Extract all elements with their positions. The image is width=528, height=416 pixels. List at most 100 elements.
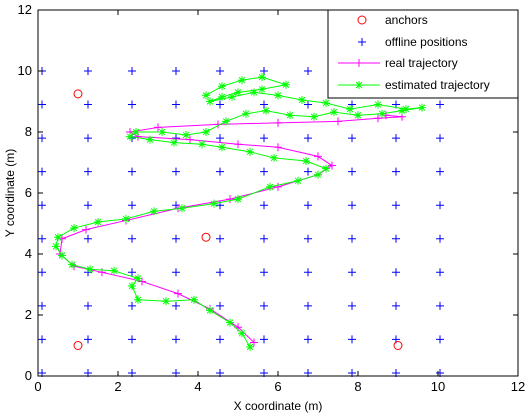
real-trajectory-marker: [274, 182, 282, 191]
offline-position-marker: [128, 335, 136, 344]
offline-position-marker: [128, 268, 136, 277]
estimated-trajectory-marker: [58, 251, 66, 260]
offline-position-marker: [172, 234, 180, 243]
y-tick-label: 8: [25, 124, 32, 139]
legend-symbols: [338, 15, 380, 89]
offline-position-marker: [392, 201, 400, 210]
offline-position-marker: [348, 167, 356, 176]
offline-position-marker: [304, 301, 312, 310]
estimated-trajectory-marker: [198, 140, 206, 149]
estimated-trajectory-marker: [322, 164, 330, 173]
estimated-trajectory-marker: [162, 297, 170, 306]
real-trajectory-marker: [174, 289, 182, 298]
legend-symbol-estimated-trajectory: [355, 81, 363, 89]
offline-position-marker: [172, 167, 180, 176]
offline-position-marker: [260, 134, 268, 143]
offline-position-marker: [348, 335, 356, 344]
estimated-trajectory-marker: [246, 147, 254, 156]
offline-position-marker: [38, 335, 46, 344]
legend-symbol-offline-positions: [358, 38, 366, 46]
offline-position-marker: [216, 167, 224, 176]
x-tick-label: 6: [274, 379, 281, 394]
estimated-trajectory-marker: [126, 132, 134, 141]
estimated-trajectory-marker: [132, 128, 140, 136]
offline-position-marker: [392, 134, 400, 143]
real-trajectory-marker: [314, 152, 322, 161]
offline-position-marker: [38, 268, 46, 277]
estimated-trajectory-marker: [210, 199, 218, 208]
estimated-trajectory-marker: [242, 109, 250, 118]
offline-position-marker: [436, 268, 444, 277]
real-trajectory-marker: [186, 135, 194, 144]
offline-position-marker: [348, 201, 356, 210]
estimated-trajectory-marker: [322, 99, 330, 108]
offline-position-marker: [392, 268, 400, 277]
offline-position-marker: [304, 234, 312, 243]
real-trajectory-marker: [374, 114, 382, 123]
estimated-trajectory-marker: [122, 214, 130, 223]
estimated-trajectory-marker: [270, 153, 278, 162]
offline-position-marker: [128, 167, 136, 176]
offline-position-marker: [216, 301, 224, 310]
offline-position-marker: [38, 301, 46, 310]
estimated-trajectory-marker: [286, 111, 294, 120]
estimated-trajectory-marker: [258, 73, 266, 82]
estimated-trajectory-marker: [314, 170, 322, 179]
offline-position-marker: [260, 301, 268, 310]
estimated-trajectory-marker: [128, 282, 136, 291]
offline-position-marker: [436, 134, 444, 143]
offline-position-marker: [260, 335, 268, 344]
legend-symbol-anchors: [357, 15, 367, 25]
x-tick-label: 0: [34, 379, 41, 394]
anchor-marker: [73, 341, 83, 350]
offline-position-marker: [348, 301, 356, 310]
estimated-trajectory-marker: [158, 128, 166, 136]
offline-position-marker: [436, 167, 444, 176]
offline-position-marker: [436, 100, 444, 109]
offline-position-marker: [216, 67, 224, 75]
offline-position-marker: [84, 335, 92, 344]
offline-position-marker: [392, 167, 400, 176]
y-tick-label: 12: [18, 2, 32, 17]
offline-position-marker: [84, 134, 92, 143]
offline-position-marker: [216, 268, 224, 277]
offline-position-marker: [172, 268, 180, 277]
y-tick-label: 4: [25, 246, 32, 261]
offline-position-marker: [304, 201, 312, 210]
offline-position-marker: [84, 167, 92, 176]
estimated-trajectory-marker: [262, 106, 270, 115]
estimated-trajectory-marker: [354, 111, 362, 120]
offline-position-marker: [304, 67, 312, 75]
offline-position-marker: [84, 100, 92, 109]
legend: anchors offline positions real trajector…: [327, 9, 519, 99]
offline-position-marker: [128, 301, 136, 310]
offline-position-marker: [436, 201, 444, 210]
offline-position-marker: [128, 67, 136, 75]
estimated-trajectory-marker: [294, 176, 302, 185]
y-tick-label: 10: [18, 63, 32, 78]
estimated-trajectory-marker: [228, 92, 236, 101]
offline-position-marker: [260, 167, 268, 176]
axis-ticks: 0 2 4 6 8 10 12 0 2 4 6 8 10 12: [18, 2, 526, 394]
x-tick-label: 12: [511, 379, 525, 394]
estimated-trajectory-marker: [206, 97, 214, 106]
estimated-trajectory-marker: [378, 109, 386, 118]
legend-label-estimated-trajectory: estimated trajectory: [385, 78, 490, 92]
estimated-trajectory-marker: [282, 80, 290, 89]
real-trajectory-marker: [328, 161, 336, 170]
offline-position-marker: [38, 234, 46, 243]
offline-position-marker: [392, 234, 400, 243]
estimated-trajectory-marker: [222, 117, 230, 126]
offline-position-marker: [38, 201, 46, 210]
estimated-trajectory-marker: [202, 91, 210, 100]
offline-position-marker: [128, 100, 136, 109]
offline-position-marker: [348, 234, 356, 243]
offline-position-marker: [348, 134, 356, 143]
estimated-trajectory-marker: [298, 95, 306, 104]
offline-position-marker: [304, 100, 312, 109]
offline-position-marker: [84, 301, 92, 310]
estimated-trajectory-marker: [170, 138, 178, 147]
estimated-trajectory-marker: [330, 108, 338, 117]
estimated-trajectory-marker: [190, 295, 198, 304]
estimated-trajectory-marker: [202, 128, 210, 136]
